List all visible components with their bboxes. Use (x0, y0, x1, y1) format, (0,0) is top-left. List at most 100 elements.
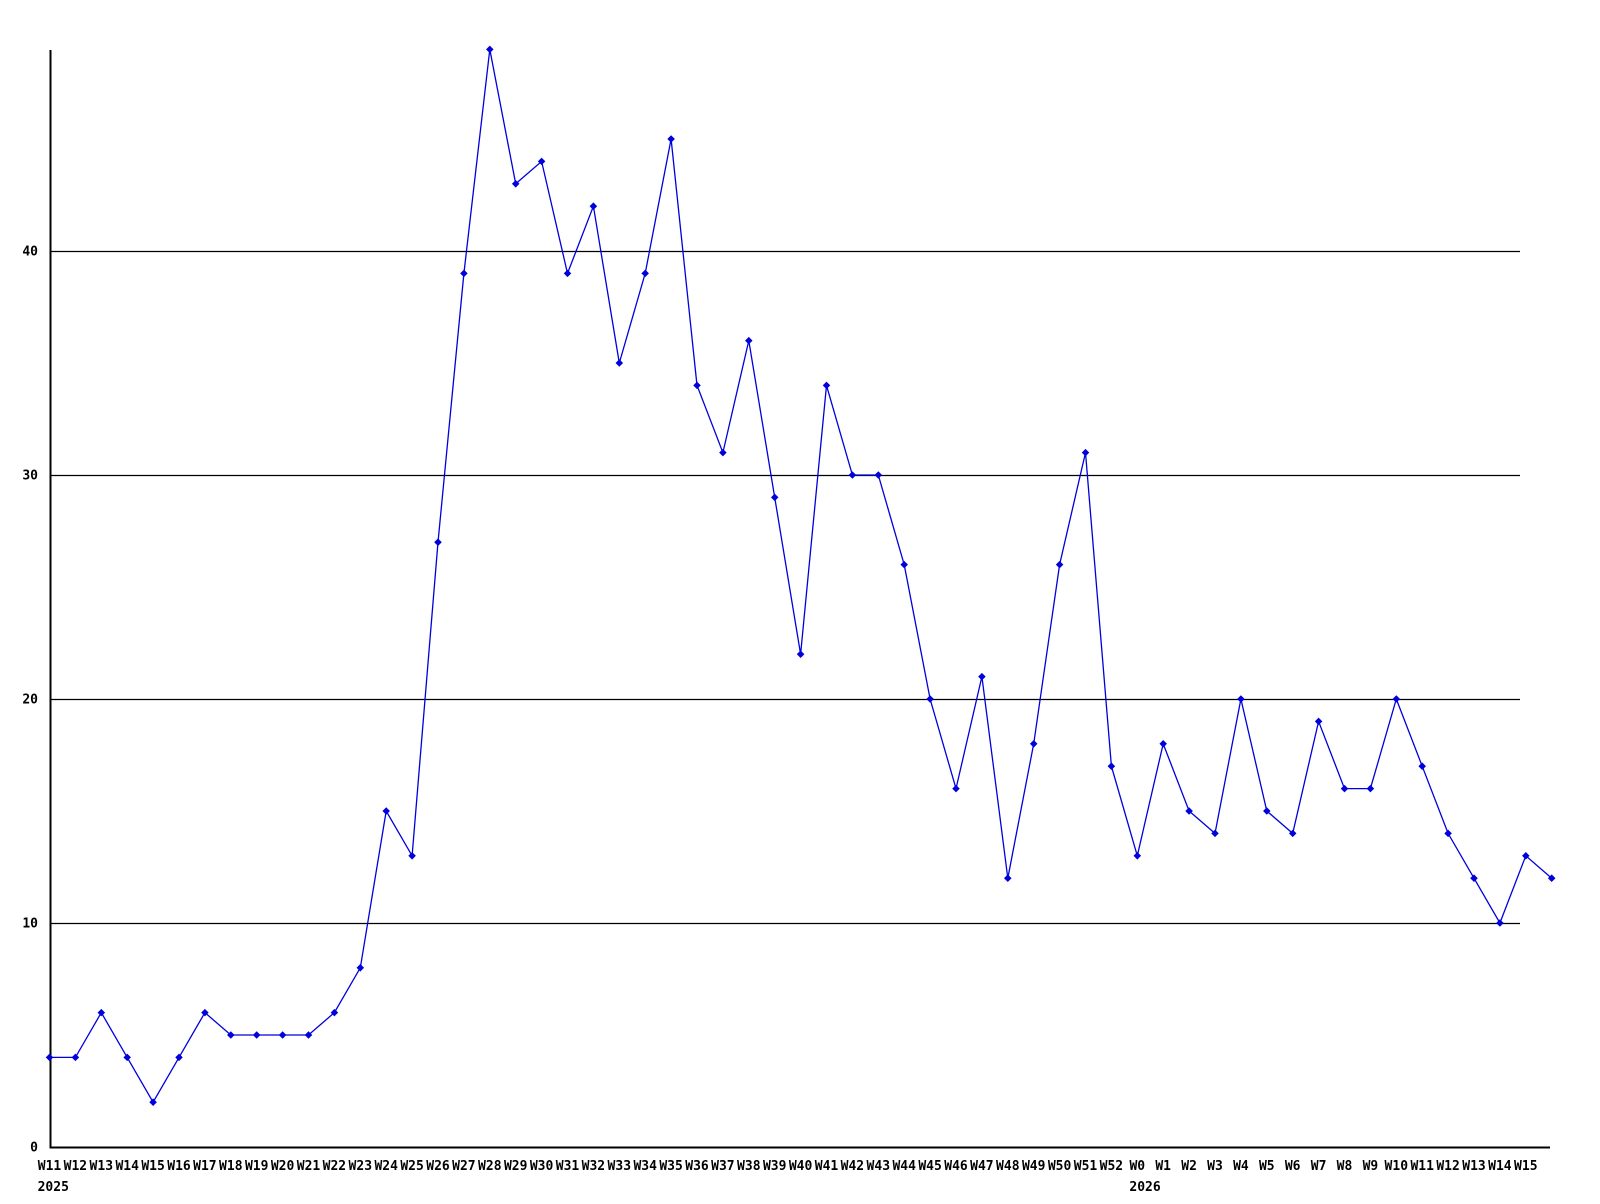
data-point-marker (1237, 695, 1245, 703)
data-point-marker (1107, 762, 1116, 770)
x-tick-label: W10 (1385, 1159, 1409, 1174)
x-tick-label: W51 (1074, 1159, 1098, 1174)
x-tick-label: W12 (1436, 1159, 1459, 1174)
data-point-marker (1159, 740, 1167, 748)
data-point-marker (952, 784, 960, 793)
x-tick-label: W29 (504, 1159, 527, 1174)
data-point-marker (719, 448, 727, 457)
x-tick-label: W35 (659, 1159, 682, 1174)
x-tick-label: W42 (841, 1159, 864, 1174)
x-tick-label: W14 (1488, 1159, 1512, 1174)
data-point-marker (175, 1053, 183, 1062)
data-point-marker (1392, 695, 1401, 703)
x-tick-label: W17 (193, 1159, 216, 1174)
data-point-marker (926, 695, 934, 703)
data-point-marker (382, 807, 390, 815)
x-tick-label: W11 (38, 1159, 62, 1174)
data-point-marker (460, 269, 468, 278)
x-tick-label: W40 (789, 1159, 813, 1174)
data-point-marker (45, 1053, 54, 1062)
data-point-marker (252, 1031, 261, 1039)
data-point-marker (1133, 852, 1142, 860)
data-point-marker (615, 359, 624, 367)
x-tick-label: W32 (582, 1159, 605, 1174)
x-tick-label: W25 (400, 1159, 423, 1174)
x-tick-label: W21 (297, 1159, 321, 1174)
y-tick-label: 10 (22, 917, 38, 932)
x-tick-label: W18 (219, 1159, 243, 1174)
data-point-marker (330, 1008, 339, 1017)
x-tick-label: W43 (867, 1159, 890, 1174)
data-point-marker (693, 381, 701, 390)
x-tick-label: W15 (141, 1159, 164, 1174)
data-point-marker (201, 1008, 209, 1017)
data-point-marker (563, 269, 572, 278)
x-tick-label: W31 (556, 1159, 580, 1174)
data-point-marker (1314, 717, 1323, 726)
y-tick-label: 30 (22, 469, 38, 484)
x-tick-label: W44 (892, 1159, 916, 1174)
year-label: 2026 (1129, 1180, 1160, 1195)
data-point-marker (900, 560, 908, 569)
data-point-marker (149, 1098, 157, 1106)
data-point-marker (1081, 448, 1090, 457)
data-point-marker (745, 336, 753, 345)
x-tick-label: W34 (633, 1159, 657, 1174)
data-point-marker (71, 1053, 80, 1062)
data-point-marker (1522, 852, 1530, 860)
data-point-marker (1547, 874, 1556, 882)
x-tick-label: W9 (1363, 1159, 1379, 1174)
x-tick-label: W27 (452, 1159, 475, 1174)
x-tick-label: W47 (970, 1159, 993, 1174)
x-tick-label: W26 (426, 1159, 450, 1174)
x-tick-label: W13 (1462, 1159, 1485, 1174)
data-point-marker (304, 1031, 313, 1039)
data-point-marker (1340, 784, 1349, 793)
x-tick-label: W22 (323, 1159, 346, 1174)
data-line (49, 49, 1553, 1104)
data-point-marker (1004, 874, 1012, 882)
data-point-marker (589, 202, 598, 210)
x-tick-label: W45 (918, 1159, 941, 1174)
x-tick-label: W6 (1285, 1159, 1301, 1174)
x-tick-label: W14 (115, 1159, 139, 1174)
data-point-marker (123, 1053, 131, 1062)
x-tick-label: W36 (685, 1159, 709, 1174)
x-tick-label: W8 (1337, 1159, 1353, 1174)
x-tick-label: W50 (1048, 1159, 1072, 1174)
year-label: 2025 (38, 1180, 69, 1195)
x-tick-label: W12 (64, 1159, 87, 1174)
x-tick-label: W1 (1155, 1159, 1171, 1174)
data-point-marker (822, 381, 831, 390)
x-tick-label: W37 (711, 1159, 734, 1174)
data-point-marker (511, 180, 520, 188)
data-point-marker (486, 45, 494, 54)
x-tick-label: W13 (90, 1159, 113, 1174)
x-tick-label: W39 (763, 1159, 786, 1174)
x-tick-label: W4 (1233, 1159, 1249, 1174)
y-tick-label: 20 (22, 693, 38, 708)
x-tick-label: W15 (1514, 1159, 1537, 1174)
x-tick-label: W11 (1410, 1159, 1434, 1174)
x-tick-label: W52 (1100, 1159, 1123, 1174)
x-tick-label: W0 (1129, 1159, 1145, 1174)
data-point-marker (1263, 807, 1271, 815)
data-point-marker (1185, 807, 1193, 815)
data-point-marker (1055, 560, 1064, 569)
data-point-marker (97, 1008, 106, 1017)
data-point-marker (667, 135, 675, 143)
data-point-marker (848, 471, 857, 479)
y-tick-label: 40 (22, 245, 38, 260)
data-point-marker (1470, 874, 1478, 882)
data-point-marker (641, 269, 649, 278)
x-tick-label: W23 (349, 1159, 372, 1174)
data-point-marker (278, 1031, 287, 1039)
data-point-marker (1366, 784, 1375, 793)
data-point-marker (227, 1031, 235, 1039)
y-tick-label: 0 (30, 1141, 38, 1156)
data-point-marker (408, 852, 416, 860)
data-point-marker (434, 538, 442, 546)
data-point-marker (1444, 829, 1452, 838)
x-tick-label: W49 (1022, 1159, 1045, 1174)
